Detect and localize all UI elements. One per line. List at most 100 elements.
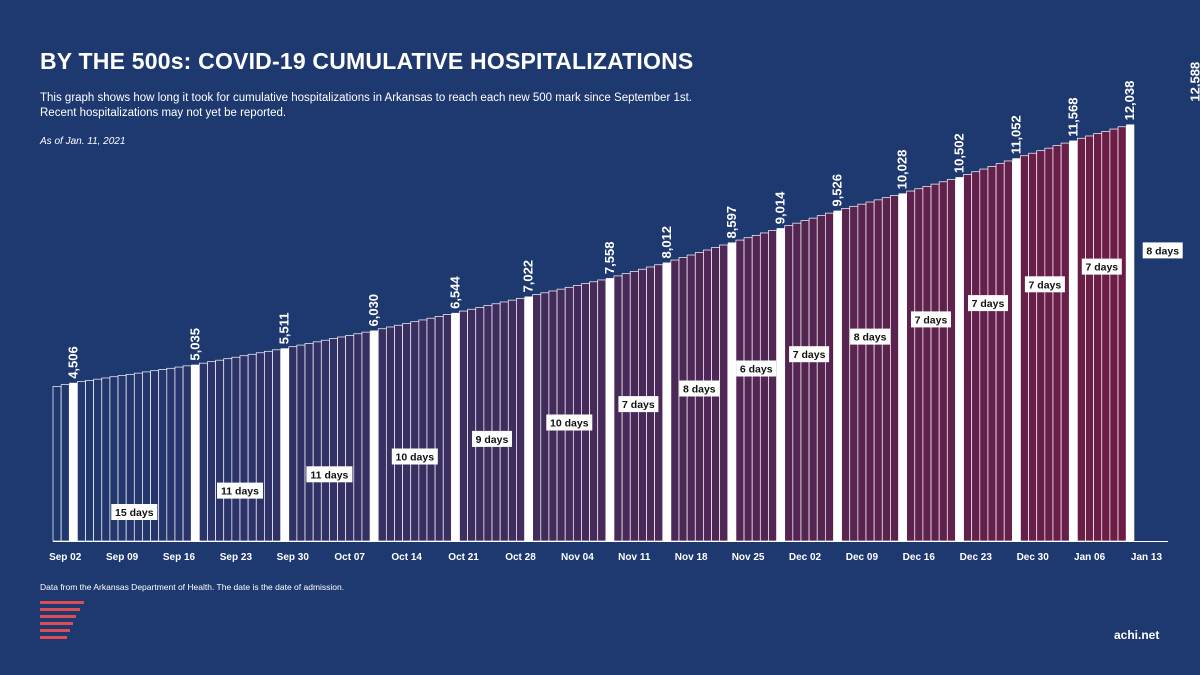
day-bar bbox=[174, 366, 184, 542]
day-bar bbox=[979, 168, 989, 542]
day-bar bbox=[312, 341, 322, 542]
day-bar bbox=[239, 355, 249, 542]
day-bar bbox=[85, 380, 94, 542]
interval-label-box bbox=[789, 346, 830, 363]
milestone-bar bbox=[370, 330, 379, 541]
milestone-bar bbox=[191, 364, 200, 541]
interval-label-box bbox=[618, 396, 659, 413]
milestone-value-label: 7,022 bbox=[521, 260, 536, 293]
day-bar bbox=[1077, 137, 1086, 542]
day-bar bbox=[784, 225, 794, 542]
x-tick-label: Dec 23 bbox=[960, 552, 993, 563]
x-tick-label: Sep 09 bbox=[106, 552, 139, 563]
x-tick-label: Nov 04 bbox=[561, 552, 594, 563]
day-bar bbox=[572, 285, 582, 542]
day-bar bbox=[759, 232, 769, 542]
interval-label-box bbox=[1142, 242, 1183, 259]
day-bar bbox=[808, 217, 818, 542]
day-bar bbox=[719, 244, 729, 542]
interval-label: 7 days bbox=[972, 298, 1005, 310]
day-bar bbox=[166, 367, 176, 542]
day-bar bbox=[735, 239, 745, 542]
day-bar bbox=[215, 359, 225, 542]
interval-label: 7 days bbox=[622, 399, 655, 411]
day-bar bbox=[532, 294, 542, 542]
day-bar bbox=[930, 183, 940, 542]
subtitle-line-2: Recent hospitalizations may not yet be r… bbox=[40, 107, 287, 119]
interval-label: 15 days bbox=[115, 507, 154, 519]
day-bar bbox=[459, 310, 468, 542]
day-bar bbox=[938, 181, 948, 542]
day-bar bbox=[841, 208, 851, 542]
day-bar bbox=[581, 283, 590, 542]
milestone-bar bbox=[280, 348, 289, 541]
milestone-value-label: 11,052 bbox=[1008, 115, 1023, 154]
x-tick-label: Dec 30 bbox=[1017, 552, 1050, 563]
day-bar bbox=[914, 188, 924, 542]
milestone-value-label: 6,544 bbox=[447, 276, 462, 309]
milestone-bar bbox=[955, 177, 964, 541]
day-bar bbox=[410, 321, 420, 542]
day-bar bbox=[1044, 147, 1054, 542]
day-bar bbox=[849, 205, 859, 542]
day-bar bbox=[800, 220, 810, 542]
interval-label-box bbox=[850, 328, 891, 345]
interval-label-box bbox=[217, 482, 263, 499]
x-tick-label: Oct 07 bbox=[334, 552, 365, 563]
interval-label: 7 days bbox=[1085, 262, 1118, 274]
milestone-value-label: 11,568 bbox=[1065, 98, 1080, 137]
day-bar bbox=[816, 215, 826, 542]
day-bar bbox=[670, 259, 680, 542]
x-tick-label: Dec 02 bbox=[789, 552, 822, 563]
day-bar bbox=[101, 377, 111, 542]
x-tick-label: Oct 28 bbox=[505, 552, 536, 563]
interval-label-box bbox=[679, 380, 720, 397]
day-bar bbox=[1093, 133, 1103, 542]
interval-label-box bbox=[911, 311, 951, 328]
day-bar bbox=[320, 339, 330, 542]
milestone-value-label: 6,030 bbox=[366, 294, 381, 327]
day-bar bbox=[1052, 145, 1062, 542]
interval-label: 10 days bbox=[396, 452, 435, 464]
interval-label-box bbox=[472, 430, 512, 447]
day-bar bbox=[678, 257, 688, 542]
interval-label: 7 days bbox=[793, 349, 826, 361]
day-bar bbox=[1109, 128, 1119, 542]
day-bar bbox=[857, 203, 867, 542]
day-bar bbox=[890, 195, 899, 542]
day-bar bbox=[1003, 160, 1013, 542]
milestone-value-label: 5,511 bbox=[277, 312, 292, 344]
milestone-bar bbox=[776, 228, 785, 542]
day-bar bbox=[564, 286, 574, 542]
x-tick-label: Nov 25 bbox=[732, 552, 765, 563]
day-bar bbox=[686, 254, 696, 542]
day-bar bbox=[946, 179, 956, 542]
day-bar bbox=[329, 338, 338, 542]
milestone-value-label: 12,038 bbox=[1122, 81, 1137, 121]
day-bar bbox=[272, 349, 281, 542]
interval-label: 7 days bbox=[915, 314, 948, 326]
day-bar bbox=[345, 335, 355, 542]
day-bar bbox=[434, 316, 444, 542]
milestone-value-label: 9,014 bbox=[773, 191, 788, 224]
interval-label: 6 days bbox=[740, 364, 773, 376]
day-bar bbox=[426, 317, 436, 542]
day-bar bbox=[198, 362, 208, 542]
interval-label: 9 days bbox=[476, 434, 509, 446]
brand-link[interactable]: achi.net bbox=[1114, 628, 1160, 642]
interval-label-box bbox=[111, 504, 158, 520]
day-bar bbox=[881, 197, 891, 542]
interval-label-box bbox=[306, 466, 353, 483]
chart-title: BY THE 500s: COVID-19 CUMULATIVE HOSPITA… bbox=[40, 48, 694, 74]
interval-label: 8 days bbox=[683, 384, 716, 396]
x-tick-label: Sep 16 bbox=[163, 552, 196, 563]
x-tick-label: Dec 16 bbox=[903, 552, 936, 563]
day-bar bbox=[394, 324, 403, 542]
interval-label-box bbox=[1024, 276, 1065, 293]
milestone-bar bbox=[833, 210, 842, 542]
x-tick-label: Oct 14 bbox=[391, 552, 422, 563]
day-bar bbox=[597, 279, 607, 542]
milestone-value-label: 10,502 bbox=[952, 133, 967, 173]
chart-subtitle: This graph shows how long it took for cu… bbox=[40, 91, 800, 121]
